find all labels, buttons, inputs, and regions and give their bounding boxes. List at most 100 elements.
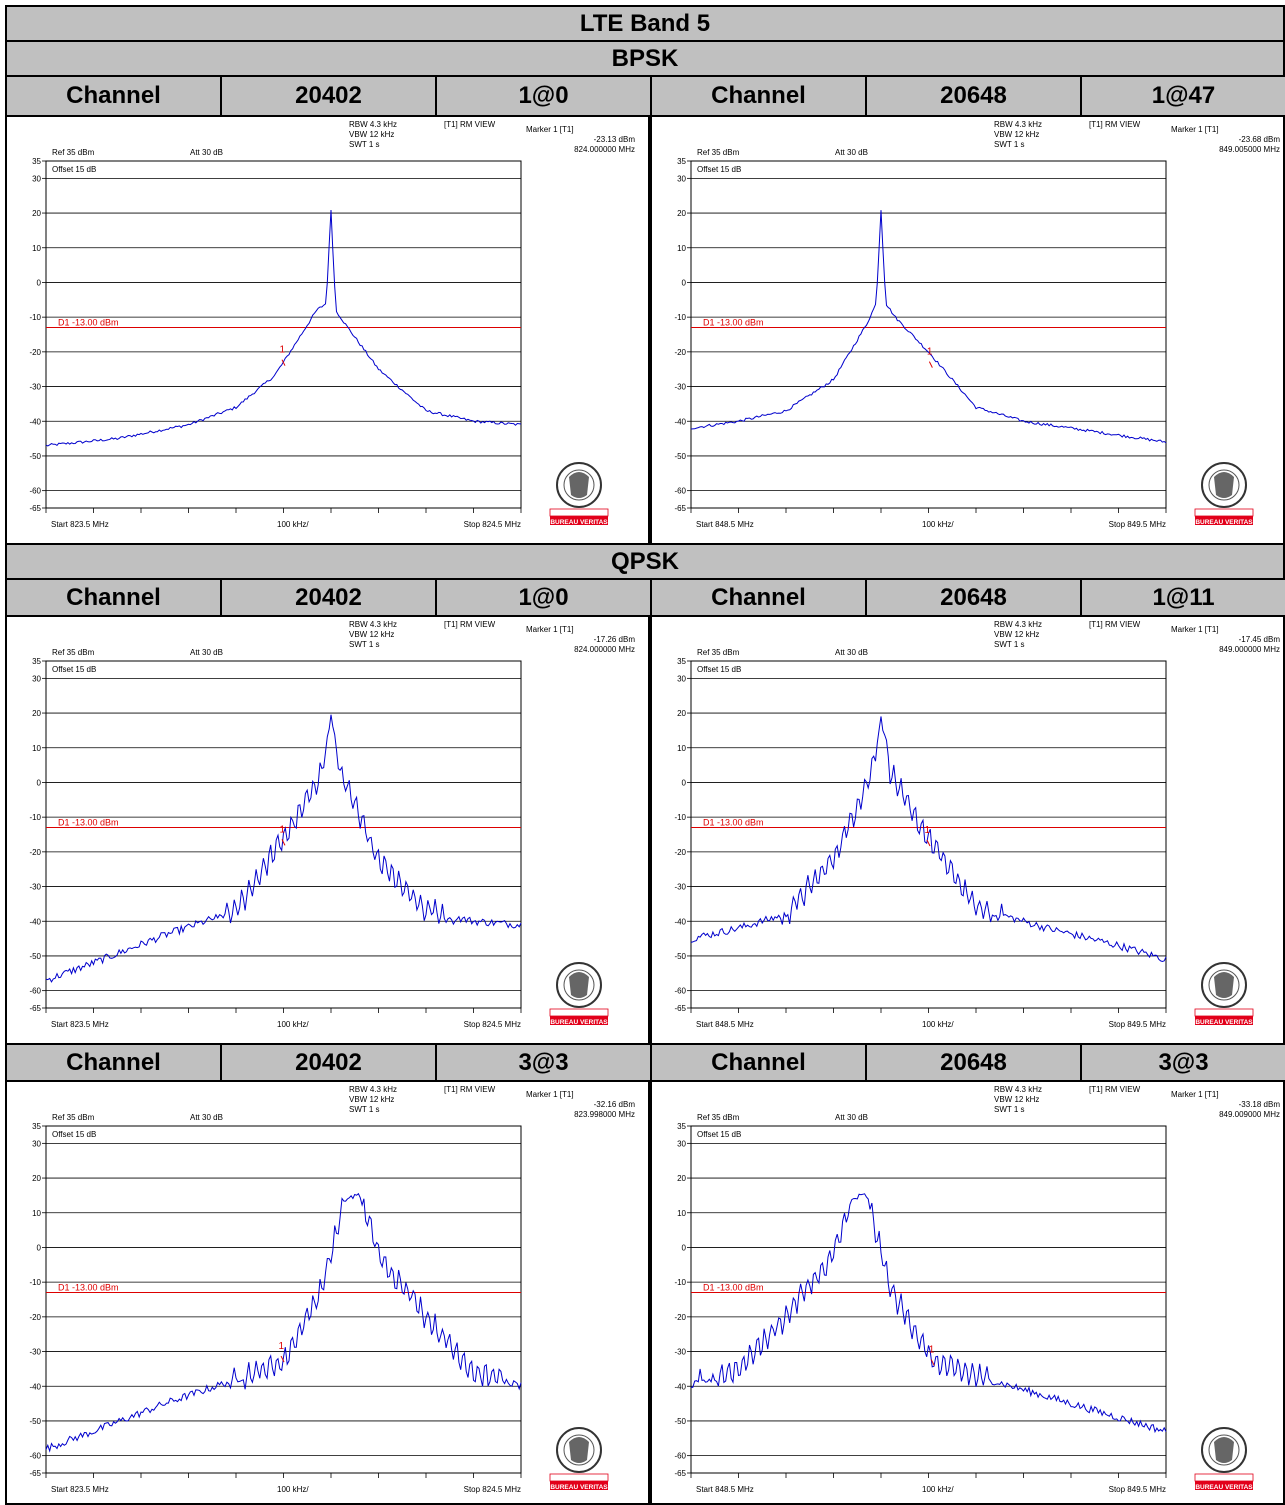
channel-label: Channel <box>5 578 222 617</box>
marker-frequency: 849.000000 MHz <box>1219 645 1280 654</box>
limit-line-label: D1 -13.00 dBm <box>58 818 119 828</box>
y-tick-label: 10 <box>677 744 686 753</box>
marker-label: Marker 1 [T1] <box>1171 1090 1219 1099</box>
ref-level-label: Ref 35 dBm <box>52 1113 95 1122</box>
y-tick-label: 0 <box>37 1243 42 1252</box>
attenuation-label: Att 30 dB <box>835 148 868 157</box>
marker-label: Marker 1 [T1] <box>1171 125 1219 134</box>
y-tick-label: 0 <box>682 278 687 287</box>
start-frequency-label: Start 848.5 MHz <box>696 1485 754 1494</box>
limit-line-label: D1 -13.00 dBm <box>703 1283 764 1293</box>
y-tick-label: 10 <box>677 244 686 253</box>
y-tick-label: 20 <box>677 709 686 718</box>
bureau-veritas-logo: BUREAU VERITAS <box>549 1427 609 1491</box>
y-tick-label: -65 <box>674 1004 686 1013</box>
y-tick-label: -30 <box>674 1348 686 1357</box>
y-tick-label: -50 <box>674 452 686 461</box>
ref-level-label: Ref 35 dBm <box>52 648 95 657</box>
spectrum-trace <box>690 716 1167 963</box>
y-tick-label: 10 <box>32 1209 41 1218</box>
marker-frequency: 849.009000 MHz <box>1219 1110 1280 1119</box>
marker-point <box>926 839 931 847</box>
y-tick-label: -40 <box>29 417 41 426</box>
y-tick-label: -50 <box>674 952 686 961</box>
y-tick-label: 30 <box>32 674 41 683</box>
mode-label: [T1] RM VIEW <box>444 1085 496 1094</box>
y-tick-label: -50 <box>29 452 41 461</box>
vbw-label: VBW 12 kHz <box>349 1095 394 1104</box>
marker-label: Marker 1 [T1] <box>526 1090 574 1099</box>
marker-value: -17.45 dBm <box>1239 635 1281 644</box>
swt-label: SWT 1 s <box>349 140 380 149</box>
ref-level-label: Ref 35 dBm <box>697 648 740 657</box>
rbw-label: RBW 4.3 kHz <box>349 620 397 629</box>
vbw-label: VBW 12 kHz <box>349 630 394 639</box>
y-tick-label: -65 <box>29 1469 41 1478</box>
bureau-veritas-logo: BUREAU VERITAS <box>1194 962 1254 1026</box>
division-label: 100 kHz/ <box>277 520 309 529</box>
spectrum-trace <box>45 1192 522 1453</box>
y-tick-label: -60 <box>674 487 686 496</box>
y-tick-label: 35 <box>32 657 41 666</box>
spectrum-plot: RBW 4.3 kHz VBW 12 kHz SWT 1 s [T1] RM VIEW… <box>650 1080 1285 1505</box>
spectrum-plot: RBW 4.3 kHz VBW 12 kHz SWT 1 s [T1] RM VIEW… <box>650 115 1285 545</box>
y-tick-label: -40 <box>674 917 686 926</box>
y-tick-label: -20 <box>29 348 41 357</box>
resource-block: 1@0 <box>435 75 652 117</box>
rbw-label: RBW 4.3 kHz <box>994 1085 1042 1094</box>
attenuation-label: Att 30 dB <box>835 1113 868 1122</box>
y-tick-label: -10 <box>29 313 41 322</box>
y-tick-label: -60 <box>29 487 41 496</box>
attenuation-label: Att 30 dB <box>190 1113 223 1122</box>
channel-number: 20648 <box>865 578 1082 617</box>
marker-frequency: 823.998000 MHz <box>574 1110 635 1119</box>
y-tick-label: 10 <box>677 1209 686 1218</box>
marker-number: 1 <box>927 347 933 358</box>
y-tick-label: -65 <box>674 1469 686 1478</box>
stop-frequency-label: Stop 849.5 MHz <box>1109 1485 1166 1494</box>
vbw-label: VBW 12 kHz <box>994 630 1039 639</box>
y-tick-label: 0 <box>682 1243 687 1252</box>
start-frequency-label: Start 823.5 MHz <box>51 1020 109 1029</box>
y-tick-label: -60 <box>674 1452 686 1461</box>
marker-number: 1 <box>280 345 286 356</box>
rbw-label: RBW 4.3 kHz <box>994 620 1042 629</box>
y-tick-label: 30 <box>32 174 41 183</box>
division-label: 100 kHz/ <box>922 520 954 529</box>
y-tick-label: 10 <box>32 244 41 253</box>
logo-text: BUREAU VERITAS <box>550 1484 608 1491</box>
channel-label: Channel <box>650 578 867 617</box>
marker-point <box>281 839 286 846</box>
offset-label: Offset 15 dB <box>52 1130 96 1139</box>
marker-number: 1 <box>279 1341 285 1352</box>
y-tick-label: 35 <box>32 1122 41 1131</box>
mode-label: [T1] RM VIEW <box>444 120 496 129</box>
limit-line-label: D1 -13.00 dBm <box>58 1283 119 1293</box>
y-tick-label: 0 <box>37 778 42 787</box>
rbw-label: RBW 4.3 kHz <box>349 1085 397 1094</box>
y-tick-label: 0 <box>682 778 687 787</box>
y-tick-label: 20 <box>32 1174 41 1183</box>
ref-level-label: Ref 35 dBm <box>697 148 740 157</box>
attenuation-label: Att 30 dB <box>190 148 223 157</box>
y-tick-label: -10 <box>29 1278 41 1287</box>
mode-label: [T1] RM VIEW <box>1089 1085 1141 1094</box>
y-tick-label: -50 <box>674 1417 686 1426</box>
division-label: 100 kHz/ <box>922 1020 954 1029</box>
ref-level-label: Ref 35 dBm <box>697 1113 740 1122</box>
marker-label: Marker 1 [T1] <box>526 625 574 634</box>
logo-text: BUREAU VERITAS <box>550 1019 608 1026</box>
channel-label: Channel <box>650 1043 867 1082</box>
offset-label: Offset 15 dB <box>697 165 741 174</box>
resource-block: 3@3 <box>1080 1043 1285 1082</box>
y-tick-label: -10 <box>29 813 41 822</box>
bureau-veritas-logo: BUREAU VERITAS <box>1194 462 1254 526</box>
channel-label: Channel <box>5 1043 222 1082</box>
start-frequency-label: Start 848.5 MHz <box>696 520 754 529</box>
offset-label: Offset 15 dB <box>52 165 96 174</box>
resource-block: 1@47 <box>1080 75 1285 117</box>
